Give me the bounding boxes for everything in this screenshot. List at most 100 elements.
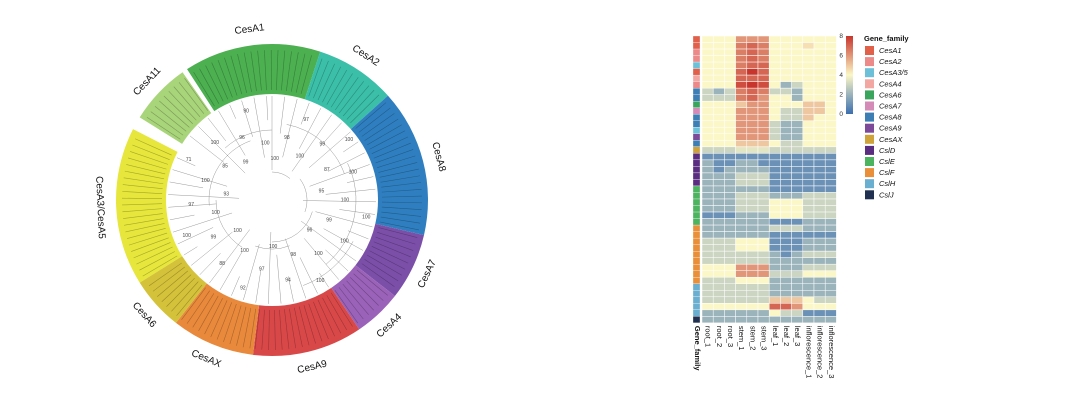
tree-branch <box>209 229 250 284</box>
heatmap-cell <box>780 276 792 285</box>
heatmap-cell <box>757 159 770 167</box>
heatmap-cell <box>780 81 792 89</box>
heatmap-cell <box>724 166 736 174</box>
heatmap-cell <box>768 198 781 206</box>
annotation-cell <box>692 172 701 180</box>
heatmap-cell <box>701 61 714 69</box>
heatmap-cell <box>724 153 736 161</box>
heatmap-cell <box>701 120 714 128</box>
heatmap-cell <box>701 172 714 180</box>
heatmap-cell <box>791 257 804 265</box>
heatmap-cell <box>780 309 792 317</box>
heatmap-cell <box>813 107 826 115</box>
heatmap-cell <box>780 316 792 324</box>
heatmap-cell <box>824 107 837 115</box>
heatmap-cell <box>724 309 736 317</box>
heatmap-cell <box>735 276 748 285</box>
leaf-label-stripe <box>326 295 348 331</box>
heatmap-cell <box>746 166 759 174</box>
heatmap-cell <box>768 218 781 226</box>
heatmap-cell <box>824 74 837 82</box>
heatmap-cell <box>791 100 804 108</box>
heatmap-cell <box>735 257 748 265</box>
clade-label: CesA8 <box>429 141 447 173</box>
column-label: stem_2 <box>748 326 757 351</box>
leaf-label-stripe <box>356 269 388 296</box>
heatmap-cell <box>791 61 804 69</box>
heatmap-cell <box>735 231 748 239</box>
leaf-label-stripe <box>313 60 329 99</box>
heatmap-cell <box>757 61 770 69</box>
tree-branch-arc <box>208 140 251 206</box>
bootstrap-value: 90 <box>243 109 249 115</box>
leaf-label-stripe <box>364 259 399 282</box>
clade-band <box>139 256 207 323</box>
heatmap-cell <box>712 198 725 206</box>
heatmap-cell <box>757 74 770 82</box>
heatmap-cell <box>712 94 725 102</box>
leaf-label-stripe <box>210 300 228 338</box>
heatmap-cell <box>802 172 815 180</box>
bootstrap-value: 97 <box>303 117 309 123</box>
heatmap-cell <box>701 159 714 167</box>
tree-branch <box>302 200 376 203</box>
heatmap-cell <box>813 244 826 252</box>
heatmap-cell <box>712 283 725 291</box>
heatmap-cell <box>824 100 837 108</box>
leaf-label-stripe <box>237 53 247 94</box>
leaf-label-stripe <box>184 78 209 111</box>
tree-branch <box>299 257 318 294</box>
heatmap-cell <box>701 185 714 193</box>
annotation-cell <box>692 224 701 232</box>
tree-branch <box>177 227 214 245</box>
clade-band <box>331 265 395 330</box>
annotation-cell <box>692 205 701 213</box>
bootstrap-value: 93 <box>223 192 229 198</box>
heatmap-cell <box>824 159 837 167</box>
leaf-label-stripe <box>286 51 292 91</box>
leaf-label-stripe <box>317 299 335 337</box>
heatmap-cell <box>746 61 759 69</box>
heatmap-cell <box>757 237 770 245</box>
legend-swatch <box>865 46 874 55</box>
tree-branch <box>189 135 225 163</box>
leaf-label-stripe <box>381 182 422 188</box>
heatmap-cell <box>824 250 837 258</box>
heatmap-cell <box>768 303 781 311</box>
heatmap-cell <box>701 94 714 102</box>
heatmap-cell <box>724 140 736 148</box>
column-label: leaf_3 <box>793 326 802 346</box>
heatmap-cell <box>824 290 837 298</box>
leaf-label-stripe <box>136 246 173 265</box>
heatmap-cell <box>768 87 781 95</box>
heatmap-cell <box>813 81 826 89</box>
leaf-label-stripe <box>381 188 422 193</box>
heatmap-cell <box>813 127 826 135</box>
heatmap-cell <box>791 283 804 291</box>
heatmap-cell <box>701 250 714 258</box>
heatmap-cell <box>757 205 770 213</box>
legend-label: CesA7 <box>879 102 902 111</box>
leaf-label-stripe <box>361 263 395 287</box>
heatmap-cell <box>824 283 837 291</box>
tree-branch <box>291 114 332 172</box>
heatmap-cell <box>724 133 736 141</box>
heatmap-cell <box>746 48 759 56</box>
leaf-label-stripe <box>284 309 290 350</box>
tree-branch <box>325 249 349 272</box>
leaf-label-stripe <box>274 309 276 350</box>
heatmap-cell <box>791 146 804 154</box>
annotation-cell <box>692 42 701 50</box>
tree-branch-arc <box>299 178 308 213</box>
heatmap-cell <box>757 81 770 89</box>
annotation-cell <box>692 270 701 278</box>
heatmap-cell <box>757 257 770 265</box>
leaf-label-stripe <box>335 77 359 111</box>
bootstrap-value: 100 <box>362 214 371 220</box>
heatmap-cell <box>802 179 815 187</box>
heatmap-cell <box>813 55 826 63</box>
heatmap-cell <box>757 127 770 135</box>
heatmap-cell <box>724 211 736 219</box>
heatmap-cell <box>802 316 815 324</box>
heatmap-cell <box>791 296 804 304</box>
